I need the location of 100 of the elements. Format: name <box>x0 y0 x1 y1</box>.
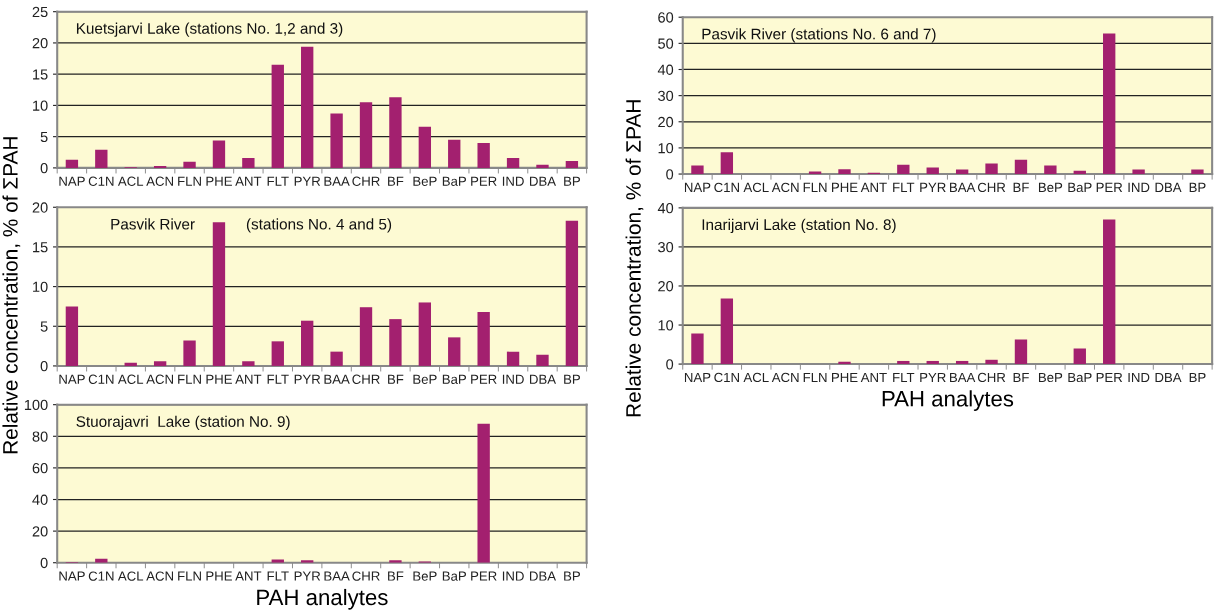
x-tick-label: BaP <box>1068 182 1092 193</box>
x-tick-label: C1N <box>714 372 739 383</box>
x-tick-label: ACN <box>771 372 799 383</box>
x-tick-label: DBA <box>529 176 557 186</box>
bar <box>418 126 432 168</box>
x-tick-label: PER <box>471 571 497 581</box>
bar <box>418 302 432 366</box>
x-tick-label: PER <box>471 374 497 384</box>
x-tick-label: IND <box>1128 182 1150 192</box>
x-tick-label: PYR <box>920 182 946 192</box>
x-tick-label: BAA <box>324 571 350 581</box>
bar <box>838 169 851 175</box>
x-tick-label: C1N <box>88 571 114 581</box>
y-tick-label: 0 <box>666 169 674 180</box>
bar <box>1014 339 1028 365</box>
x-tick-label: CHR <box>352 571 380 581</box>
bar <box>183 161 196 168</box>
x-tick-label: BF <box>1013 182 1029 192</box>
y-tick-label: 10 <box>658 143 674 154</box>
y-axis-title: Relative concentration, % of ΣPAH <box>2 137 21 454</box>
x-tick-label: CHR <box>977 372 1006 383</box>
x-axis-title: PAH analytes <box>882 390 1014 411</box>
bar <box>955 360 969 365</box>
x-tick-label: BP <box>1189 182 1206 192</box>
x-tick-label: PER <box>1096 372 1123 382</box>
bar <box>506 351 520 366</box>
bar <box>1014 159 1028 175</box>
x-tick-label: IND <box>1128 372 1150 382</box>
x-tick-label: ANT <box>235 374 262 384</box>
bar <box>720 298 734 365</box>
bar <box>506 157 520 168</box>
x-tick-label: FLN <box>803 182 827 192</box>
bar <box>720 152 734 175</box>
x-tick-label: PHE <box>206 374 232 384</box>
bar <box>985 163 998 175</box>
x-tick-label: C1N <box>714 182 739 193</box>
x-tick-label: FLT <box>893 182 915 192</box>
x-tick-label: DBA <box>529 374 557 384</box>
y-tick-label: 25 <box>32 6 48 18</box>
x-tick-label: BeP <box>413 571 437 581</box>
y-tick-label: 0 <box>40 361 48 372</box>
x-tick-label: ACN <box>146 571 173 581</box>
y-tick-label: 5 <box>40 131 48 143</box>
text: Stuorajavri Lake (station No. 9) <box>76 415 290 430</box>
x-tick-label: ANT <box>235 571 262 581</box>
x-tick-label: PHE <box>832 372 858 382</box>
x-tick-label: BeP <box>413 374 437 384</box>
x-tick-label: FLN <box>178 374 201 384</box>
x-tick-label: BaP <box>442 374 467 384</box>
x-tick-label: BAA <box>950 182 976 192</box>
x-tick-label: IND <box>502 571 524 581</box>
y-tick-label: 20 <box>32 202 48 213</box>
bar <box>389 560 402 563</box>
x-tick-label: FLN <box>803 372 827 382</box>
y-tick-label: 10 <box>33 100 48 111</box>
x-tick-label: C1N <box>88 176 114 186</box>
x-tick-label: ACN <box>146 374 173 384</box>
x-tick-label: FLT <box>893 372 915 382</box>
x-axis-title: PAH analytes <box>257 588 388 610</box>
bar <box>330 351 343 366</box>
bar <box>242 361 255 366</box>
bar <box>897 360 910 365</box>
x-tick-label: NAP <box>59 176 85 186</box>
y-tick-label: 5 <box>40 321 48 332</box>
x-tick-label: BAA <box>950 372 976 382</box>
bar <box>389 319 402 366</box>
bar <box>477 423 490 563</box>
x-tick-label: PHE <box>832 182 858 192</box>
bar <box>897 164 910 175</box>
bar <box>153 361 167 366</box>
bar <box>1044 165 1057 175</box>
x-tick-label: BF <box>388 176 404 186</box>
bar <box>691 333 704 365</box>
bar <box>1191 169 1204 175</box>
x-tick-label: ANT <box>860 372 887 382</box>
x-tick-label: C1N <box>88 374 114 384</box>
bar <box>448 139 461 168</box>
y-axis-title: Relative concentration, % of ΣPAH <box>625 100 644 417</box>
bar <box>1103 33 1116 175</box>
y-tick-label: 10 <box>33 281 48 293</box>
x-tick-label: DBA <box>1155 372 1182 382</box>
x-tick-label: FLT <box>267 571 289 581</box>
x-tick-label: NAP <box>59 374 85 384</box>
bar <box>301 46 314 168</box>
x-tick-label: ACL <box>117 374 144 384</box>
x-tick-label: ACL <box>743 372 769 383</box>
y-tick-label: 60 <box>32 462 48 474</box>
x-tick-label: IND <box>502 176 524 186</box>
x-tick-label: BF <box>388 571 404 581</box>
bar <box>691 165 704 175</box>
x-tick-label: FLT <box>267 374 289 384</box>
x-tick-label: CHR <box>352 176 380 186</box>
x-tick-label: PYR <box>294 374 321 384</box>
y-tick-label: 20 <box>32 526 48 537</box>
bar <box>477 311 490 366</box>
bar <box>65 306 79 366</box>
x-tick-label: BP <box>564 176 580 186</box>
text: Kuetsjarvi Lake (stations No. 1,2 and 3) <box>76 22 343 37</box>
bar <box>271 341 284 366</box>
bar <box>183 340 196 366</box>
